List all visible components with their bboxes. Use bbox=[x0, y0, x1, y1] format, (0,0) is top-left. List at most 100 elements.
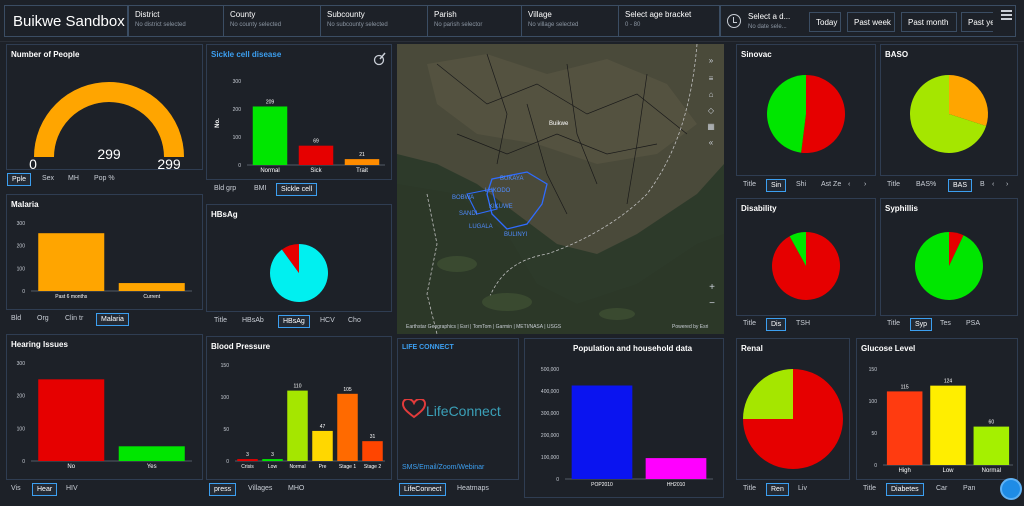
scroll-left-icon[interactable]: ‹ bbox=[992, 181, 995, 188]
tab-blood-group[interactable]: Bld grp bbox=[214, 185, 237, 192]
collapse-up-icon[interactable]: » bbox=[708, 56, 714, 65]
x-tick-label: HH2010 bbox=[667, 482, 686, 488]
tab-psa[interactable]: PSA bbox=[966, 320, 981, 327]
tab-mh[interactable]: MH bbox=[68, 175, 79, 182]
tab-astrazeneca[interactable]: Ast Ze bbox=[821, 181, 842, 188]
tab-hbsag[interactable]: HBsAg bbox=[278, 315, 310, 328]
y-tick-label: 0 bbox=[226, 459, 229, 465]
layer-list-icon[interactable]: ≡ bbox=[708, 74, 714, 83]
filter-subcounty[interactable]: Subcounty No subcounty selected bbox=[321, 6, 428, 36]
past-year-button[interactable]: Past ye bbox=[961, 12, 993, 32]
tab-sex[interactable]: Sex bbox=[42, 175, 55, 182]
tab-pressure[interactable]: press bbox=[209, 483, 237, 496]
tab-pop-percent[interactable]: Pop % bbox=[94, 175, 115, 182]
floating-action-button[interactable] bbox=[1000, 478, 1022, 500]
hamburger-menu-icon[interactable] bbox=[1000, 8, 1014, 22]
map-place-label: LUKODO bbox=[485, 188, 511, 194]
filter-village[interactable]: Village No village selected bbox=[522, 6, 619, 36]
powered-by-esri[interactable]: Powered by Esri bbox=[672, 324, 709, 330]
scroll-right-icon[interactable]: › bbox=[864, 181, 867, 188]
y-tick-label: 400,000 bbox=[541, 389, 559, 395]
tab-lifeconnect[interactable]: LifeConnect bbox=[399, 483, 447, 496]
date-label[interactable]: Select a d... bbox=[748, 12, 791, 21]
layers-icon[interactable]: ◇ bbox=[707, 106, 715, 115]
gauge-max: 299 bbox=[157, 156, 181, 169]
y-tick-label: 100 bbox=[17, 426, 26, 432]
past-week-button[interactable]: Past week bbox=[847, 12, 895, 32]
tab-villages[interactable]: Villages bbox=[248, 485, 273, 492]
qr-code-icon[interactable]: ▦ bbox=[707, 122, 715, 131]
tab-tes[interactable]: Tes bbox=[940, 320, 951, 327]
tab-hcv[interactable]: HCV bbox=[320, 317, 335, 324]
filter-label: County bbox=[230, 10, 256, 19]
bar bbox=[886, 391, 923, 465]
tab-baso[interactable]: BAS bbox=[948, 179, 973, 192]
tab-sickle-cell[interactable]: Sickle cell bbox=[276, 183, 318, 196]
tab-baso-percent[interactable]: BAS% bbox=[916, 181, 937, 188]
tab-liver[interactable]: Liv bbox=[798, 485, 807, 492]
collapse-left-icon[interactable]: « bbox=[708, 138, 714, 147]
tab-bmi[interactable]: BMI bbox=[254, 185, 267, 192]
gauge-value: 299 bbox=[97, 146, 121, 162]
tab-renal[interactable]: Ren bbox=[766, 483, 789, 496]
y-axis-label: No. bbox=[215, 118, 221, 128]
filter-value: No subcounty selected bbox=[327, 22, 388, 28]
tab-title[interactable]: Title bbox=[214, 317, 227, 324]
tab-pancreas[interactable]: Pan bbox=[963, 485, 976, 492]
glucose-panel: Glucose Level 0 50 100 150 High 115 Low 124 Norm… bbox=[856, 338, 1018, 480]
panel-title: Hearing Issues bbox=[11, 340, 68, 349]
baso-chart bbox=[909, 75, 988, 153]
tab-sinovac[interactable]: Sin bbox=[766, 179, 787, 192]
tab-cardio[interactable]: Car bbox=[936, 485, 948, 492]
filter-age-bracket[interactable]: Select age bracket 0 - 80 bbox=[619, 6, 719, 36]
tab-people[interactable]: Pple bbox=[7, 173, 32, 186]
zoom-in-icon[interactable]: + bbox=[709, 282, 715, 293]
tab-bld[interactable]: Bld bbox=[11, 315, 22, 322]
home-icon[interactable]: ⌂ bbox=[708, 90, 714, 99]
tab-mho[interactable]: MHO bbox=[288, 485, 305, 492]
tab-title[interactable]: Title bbox=[863, 485, 876, 492]
tab-vis[interactable]: Vis bbox=[11, 485, 21, 492]
filter-label: Subcounty bbox=[327, 10, 365, 19]
pie-slice bbox=[914, 232, 983, 300]
tab-title[interactable]: Title bbox=[743, 181, 756, 188]
tab-title[interactable]: Title bbox=[887, 181, 900, 188]
map-place-label: BUKAYA bbox=[500, 176, 523, 182]
tab-diabetes[interactable]: Diabetes bbox=[886, 483, 924, 496]
tab-org[interactable]: Org bbox=[37, 315, 49, 322]
sinovac-panel: Sinovac bbox=[736, 44, 876, 176]
tab-shi[interactable]: Shi bbox=[796, 181, 807, 188]
filter-county[interactable]: County No county selected bbox=[224, 6, 321, 36]
map-view[interactable]: Buikwe BUKAYA LUKODO BOBWA KIKUWE SANDI … bbox=[397, 44, 724, 334]
y-tick-label: 200 bbox=[233, 107, 242, 113]
tab-cho[interactable]: Cho bbox=[348, 317, 361, 324]
tab-heatmaps[interactable]: Heatmaps bbox=[457, 485, 489, 492]
tab-b[interactable]: B bbox=[980, 181, 985, 188]
scroll-right-icon[interactable]: › bbox=[1006, 181, 1009, 188]
y-tick-label: 100 bbox=[221, 395, 230, 401]
filter-district[interactable]: District No district selected bbox=[129, 6, 224, 36]
tab-title[interactable]: Title bbox=[743, 320, 756, 327]
tab-title[interactable]: Title bbox=[887, 320, 900, 327]
tab-syphilis[interactable]: Syp bbox=[910, 318, 933, 331]
x-tick-label: Past 6 months bbox=[55, 294, 87, 300]
tab-disability[interactable]: Dis bbox=[766, 318, 787, 331]
past-month-button[interactable]: Past month bbox=[901, 12, 957, 32]
population-chart: 0 100,000 200,000 300,000 400,000 500,000 POP2… bbox=[541, 367, 713, 488]
clean-brush-icon[interactable] bbox=[373, 52, 387, 66]
tab-malaria[interactable]: Malaria bbox=[96, 313, 129, 326]
lifeconnect-logo[interactable]: LifeConnect bbox=[401, 396, 501, 419]
filter-parish[interactable]: Parish No parish selector bbox=[428, 6, 522, 36]
zoom-out-icon[interactable]: − bbox=[709, 298, 715, 309]
tab-hbsab[interactable]: HBsAb bbox=[242, 317, 264, 324]
tab-tsh[interactable]: TSH bbox=[796, 320, 810, 327]
tab-hiv[interactable]: HIV bbox=[66, 485, 78, 492]
today-button[interactable]: Today bbox=[809, 12, 841, 32]
hbsag-tabs: Title HBsAb HBsAg HCV Cho bbox=[206, 312, 392, 330]
tab-hear[interactable]: Hear bbox=[32, 483, 58, 496]
satellite-map[interactable]: Buikwe BUKAYA LUKODO BOBWA KIKUWE SANDI … bbox=[397, 44, 724, 334]
tab-clin-tr[interactable]: Clin tr bbox=[65, 315, 84, 322]
tab-title[interactable]: Title bbox=[743, 485, 756, 492]
scroll-left-icon[interactable]: ‹ bbox=[848, 181, 851, 188]
filter-value: No district selected bbox=[135, 22, 186, 28]
